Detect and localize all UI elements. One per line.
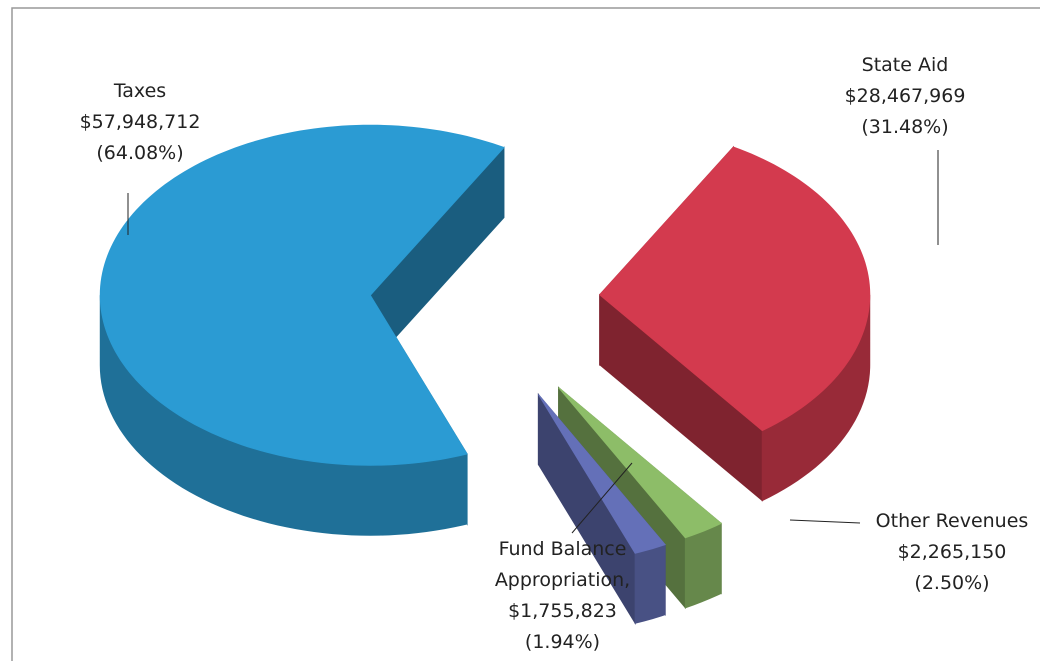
value-label: $28,467,969 (844, 85, 966, 107)
leader-line (571, 462, 633, 534)
slice (99, 124, 505, 466)
percent-label: (1.94%) (524, 631, 601, 653)
slices (99, 124, 871, 626)
slice-label: Fund Balance Appropriation, $1,755,823 (… (475, 534, 650, 658)
category-label: Taxes (113, 80, 167, 102)
value-label: $2,265,150 (897, 541, 1007, 563)
slice (599, 146, 871, 432)
value-label: $1,755,823 (508, 600, 617, 622)
value-label: $57,948,712 (79, 111, 201, 133)
percent-label: (31.48%) (861, 116, 949, 138)
category-label: Other Revenues (875, 510, 1029, 532)
slice (537, 394, 666, 554)
slice-label: State Aid $28,467,969 (31.48%) (810, 50, 1000, 143)
category-label: Fund Balance Appropriation, (494, 538, 631, 591)
slice-label: Other Revenues $2,265,150 (2.50%) (862, 506, 1040, 599)
leader-line (789, 519, 861, 524)
slice (558, 387, 723, 539)
percent-label: (2.50%) (914, 572, 990, 594)
percent-label: (64.08%) (96, 142, 184, 164)
slice-label: Taxes $57,948,712 (64.08%) (45, 76, 235, 169)
category-label: State Aid (861, 54, 949, 76)
